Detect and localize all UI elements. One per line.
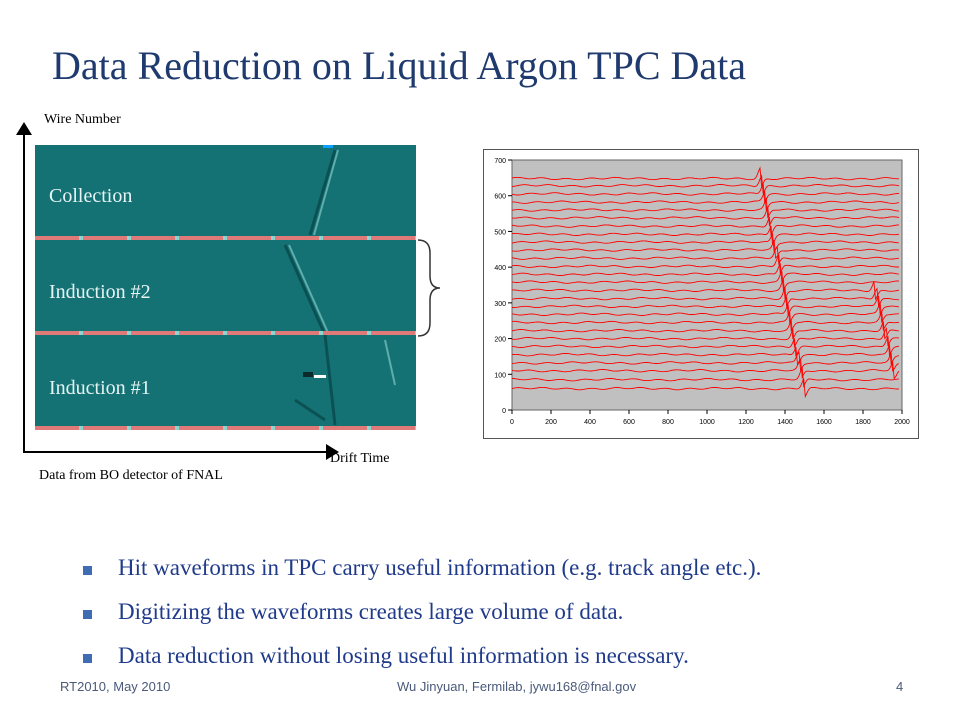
plane-separator <box>35 426 416 430</box>
bullet-item: Digitizing the waveforms creates large v… <box>80 599 761 643</box>
bullet-item: Hit waveforms in TPC carry useful inform… <box>80 555 761 599</box>
x-axis-line <box>23 451 328 453</box>
waveform-trace <box>511 357 900 380</box>
x-axis-arrow-icon <box>326 444 339 460</box>
bullet-list: Hit waveforms in TPC carry useful inform… <box>80 555 761 687</box>
x-tick-label: 200 <box>545 419 557 426</box>
waveform-trace <box>511 327 899 349</box>
x-tick-label: 1800 <box>855 419 871 426</box>
waveform-trace <box>511 310 899 332</box>
waveform-trace <box>511 320 899 340</box>
event-display-image: Collection Induction #2 Induction #1 <box>35 145 416 430</box>
data-source-note: Data from BO detector of FNAL <box>39 468 223 483</box>
y-axis-label: Wire Number <box>44 112 121 127</box>
waveform-trace <box>511 226 899 246</box>
y-tick-label: 200 <box>494 337 506 344</box>
y-tick-label: 500 <box>494 229 506 236</box>
waveform-trace <box>511 351 900 372</box>
y-tick-label: 600 <box>494 194 506 201</box>
x-axis-label: Drift Time <box>330 451 390 466</box>
x-tick-label: 600 <box>623 419 635 426</box>
x-tick-label: 1600 <box>816 419 832 426</box>
waveform-trace <box>512 366 899 388</box>
y-tick-label: 300 <box>494 301 506 308</box>
curly-brace <box>417 239 441 337</box>
page-number: 4 <box>896 679 904 694</box>
waveform-trace <box>511 301 899 325</box>
plane-separator <box>35 236 416 240</box>
bullet-square-icon <box>83 654 92 663</box>
bullet-square-icon <box>83 566 92 575</box>
plane-label-induction-2: Induction #2 <box>49 281 151 303</box>
x-tick-label: 1000 <box>699 419 715 426</box>
waveform-trace <box>511 378 899 399</box>
y-tick-label: 0 <box>502 408 506 415</box>
x-tick-label: 1400 <box>777 419 793 426</box>
footer-center: Wu Jinyuan, Fermilab, jywu168@fnal.gov <box>397 679 637 694</box>
y-axis-line <box>23 132 25 452</box>
y-tick-label: 100 <box>494 372 506 379</box>
x-tick-label: 400 <box>584 419 596 426</box>
x-tick-label: 800 <box>662 419 674 426</box>
slide-title: Data Reduction on Liquid Argon TPC Data <box>52 43 747 88</box>
waveform-trace <box>512 189 899 212</box>
y-axis-arrow-icon <box>16 122 32 135</box>
waveform-trace <box>512 278 899 301</box>
waveform-trace <box>511 335 899 358</box>
x-tick-label: 2000 <box>894 419 910 426</box>
waveform-trace <box>511 174 899 194</box>
plane-label-collection: Collection <box>49 185 133 207</box>
waveform-trace <box>511 216 899 237</box>
waveform-chart: 0 100 200 300 400 500 600 700 0 200 400 600 800 1000 1… <box>494 158 910 426</box>
bullet-square-icon <box>83 610 92 619</box>
x-tick-label: 1200 <box>738 419 754 426</box>
y-tick-label: 400 <box>494 265 506 272</box>
waveform-trace <box>511 207 899 227</box>
waveform-trace <box>511 240 899 260</box>
waveform-trace <box>511 295 899 317</box>
waveform-chart-frame: 0 100 200 300 400 500 600 700 0 200 400 600 800 1000 1… <box>483 149 919 439</box>
waveform-trace <box>511 166 899 188</box>
waveform-trace <box>511 286 899 309</box>
waveform-trace <box>511 254 899 275</box>
waveform-trace <box>511 182 899 205</box>
waveform-trace <box>511 262 899 283</box>
plot-area <box>511 159 903 411</box>
y-tick-label: 700 <box>494 158 506 165</box>
track-traces <box>283 145 396 426</box>
waveform-trace <box>511 197 899 219</box>
bullet-item: Data reduction without losing useful inf… <box>80 643 761 687</box>
plane-separator <box>35 331 416 335</box>
x-tick-label: 0 <box>510 419 514 426</box>
waveform-trace <box>511 245 899 266</box>
waveform-trace <box>511 343 899 366</box>
waveform-trace <box>511 270 899 292</box>
waveform-trace <box>511 233 899 253</box>
footer-left: RT2010, May 2010 <box>60 679 171 694</box>
plane-label-induction-1: Induction #1 <box>49 377 151 399</box>
